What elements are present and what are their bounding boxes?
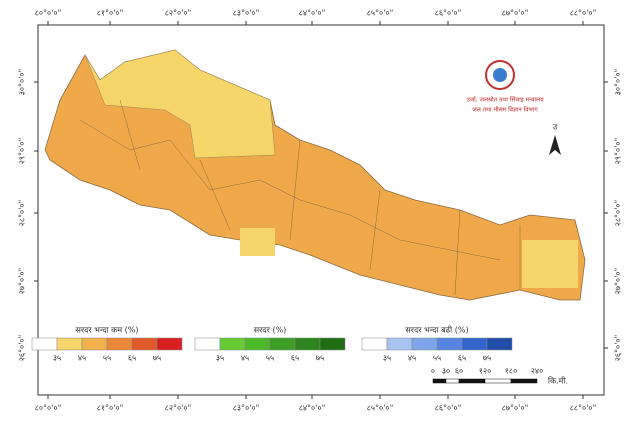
- legend-class: ५५: [266, 354, 274, 363]
- legend-swatch: [319, 337, 346, 351]
- legend-title: सरदर (%): [254, 326, 287, 335]
- axis-label: ८५°०'०": [367, 404, 394, 413]
- axis-label: ८७°०'०": [502, 9, 529, 18]
- north-label: उ: [553, 123, 558, 132]
- legend-swatch: [131, 337, 158, 351]
- legend-swatch: [81, 337, 108, 351]
- axis-label: ८६°०'०": [435, 9, 462, 18]
- scale-segment: [510, 378, 538, 384]
- legend-swatch: [411, 337, 438, 351]
- legend-swatch: [219, 337, 246, 351]
- region-low: [522, 240, 578, 288]
- scale-tick: १८०: [505, 367, 517, 376]
- legend-swatch: [56, 337, 83, 351]
- north-arrow: [549, 135, 561, 155]
- legend-class: ३५: [53, 354, 61, 363]
- scale-unit: कि.मी.: [548, 376, 568, 386]
- legend-class: ४५: [408, 354, 416, 363]
- axis-label: २७°०'०": [614, 268, 623, 295]
- legend-class: ७५: [483, 354, 491, 363]
- scale-segment: [432, 378, 447, 384]
- legend-swatch: [386, 337, 413, 351]
- axis-label: २७°०'०": [18, 268, 27, 295]
- scale-tick: ०: [431, 367, 435, 376]
- legend-swatch: [31, 337, 58, 351]
- legend-class: ३५: [383, 354, 391, 363]
- legend-class: ६५: [291, 354, 299, 363]
- axis-label: २९°०'०": [614, 138, 623, 165]
- scale-tick: १२०: [479, 367, 491, 376]
- scale-tick: २४०: [531, 367, 543, 376]
- axis-label: ८४°०'०": [299, 404, 326, 413]
- axis-label: २६°०'०": [18, 335, 27, 362]
- legend-swatch: [269, 337, 296, 351]
- map-frame: [37, 24, 605, 396]
- axis-label: २६°०'०": [614, 335, 623, 362]
- logo-text: उर्जा, जलस्रोत तथा सिंचाइ मन्त्रालय: [466, 96, 544, 104]
- axis-label: ८०°०'०": [35, 9, 62, 18]
- legend-title: सरदर भन्दा बढी (%): [405, 325, 468, 335]
- region-low: [240, 228, 275, 256]
- scale-segment: [484, 378, 512, 384]
- legend-class: ४५: [78, 354, 86, 363]
- axis-label: ८८°०'०": [570, 9, 597, 18]
- legend-class: ५५: [433, 354, 441, 363]
- legend-class: ३५: [216, 354, 224, 363]
- legend-swatch: [486, 337, 513, 351]
- axis-label: २८°०'०": [614, 200, 623, 227]
- logo-emblem: [493, 68, 507, 82]
- scale-tick: ३०: [442, 367, 450, 376]
- scale-segment: [445, 378, 460, 384]
- region-low: [84, 49, 276, 159]
- axis-label: ८२°०'०": [165, 9, 192, 18]
- axis-label: ८२°०'०": [165, 404, 192, 413]
- axis-label: ८६°०'०": [435, 404, 462, 413]
- scale-tick: ६०: [455, 367, 463, 376]
- legend-swatch: [194, 337, 221, 351]
- axis-label: ८३°०'०": [233, 404, 260, 413]
- axis-label: ८३°०'०": [233, 9, 260, 18]
- axis-label: ८०°०'०": [35, 404, 62, 413]
- axis-label: ८५°०'०": [367, 9, 394, 18]
- axis-label: २८°०'०": [18, 200, 27, 227]
- legend-swatch: [294, 337, 321, 351]
- legend-class: ४५: [241, 354, 249, 363]
- legend-swatch: [106, 337, 133, 351]
- legend-class: ७५: [316, 354, 324, 363]
- axis-label: ८७°०'०": [502, 404, 529, 413]
- legend-swatch: [361, 337, 388, 351]
- logo: उर्जा, जलस्रोत तथा सिंचाइ मन्त्रालय जल त…: [466, 60, 544, 114]
- axis-label: ८१°०'०": [97, 9, 124, 18]
- axis-label: ३०°०'०": [18, 69, 27, 96]
- legend-swatch: [461, 337, 488, 351]
- legend-class: ५५: [103, 354, 111, 363]
- legend-title: सरदर भन्दा कम (%): [75, 326, 138, 335]
- scale-segment: [458, 378, 486, 384]
- legend-class: ६५: [458, 354, 466, 363]
- legend-swatch: [244, 337, 271, 351]
- legend-class: ६५: [128, 354, 136, 363]
- axis-label: ८८°०'०": [570, 404, 597, 413]
- district-lines: [79, 99, 521, 296]
- legend-swatch: [156, 337, 183, 351]
- axis-label: ३०°०'०": [614, 69, 623, 96]
- legend-class: ७५: [153, 354, 161, 363]
- axis-label: २९°०'०": [18, 138, 27, 165]
- axis-label: ८१°०'०": [97, 404, 124, 413]
- logo-text: जल तथा मौसम विज्ञान विभाग: [472, 106, 538, 114]
- legend-swatch: [436, 337, 463, 351]
- axis-label: ८४°०'०": [299, 9, 326, 18]
